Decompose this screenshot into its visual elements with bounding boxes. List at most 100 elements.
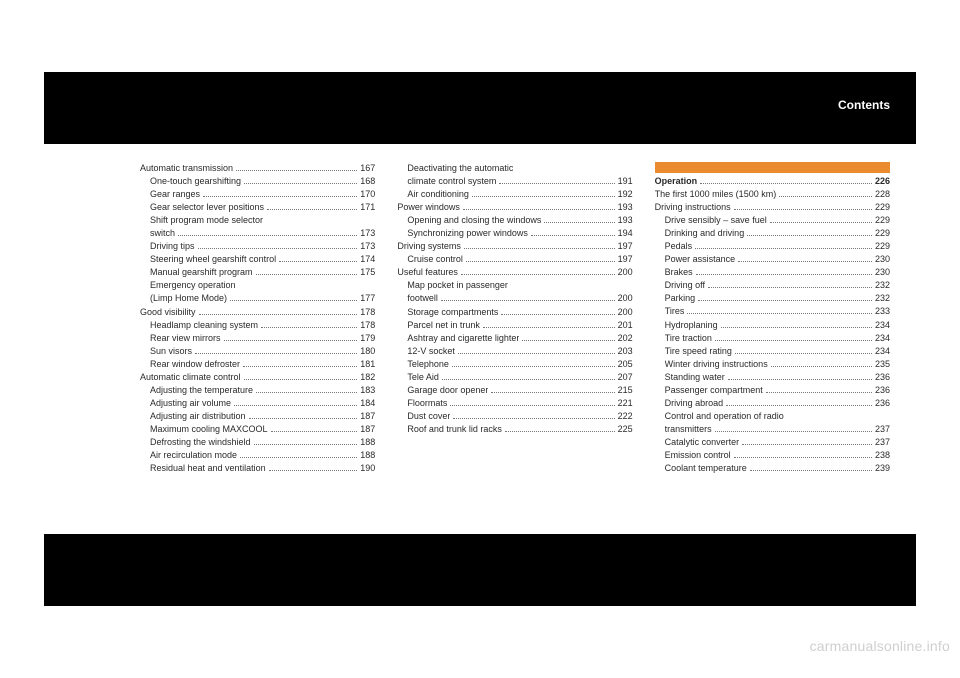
toc-label: Pedals [665, 240, 693, 253]
toc-dots [779, 196, 872, 197]
toc-row: Telephone 205 [397, 358, 632, 371]
toc-label: Telephone [407, 358, 449, 371]
toc-label: Tire traction [665, 332, 712, 345]
toc-row: Operation226 [655, 175, 890, 188]
toc-row: Floormats221 [397, 397, 632, 410]
toc-label: climate control system [407, 175, 496, 188]
toc-dots [747, 235, 872, 236]
toc-row: Brakes230 [655, 266, 890, 279]
toc-dots [234, 405, 357, 406]
toc-label: Standing water [665, 371, 725, 384]
toc-page: 222 [618, 410, 633, 423]
toc-label: Emission control [665, 449, 731, 462]
toc-label: Automatic climate control [140, 371, 241, 384]
toc-dots [203, 196, 357, 197]
toc-dots [224, 340, 358, 341]
toc-row: Garage door opener 215 [397, 384, 632, 397]
toc-page: 234 [875, 332, 890, 345]
header-title: Contents [838, 98, 890, 112]
toc-page: 187 [360, 410, 375, 423]
toc-row: Drive sensibly – save fuel229 [655, 214, 890, 227]
toc-dots [244, 379, 358, 380]
toc-dots [726, 405, 872, 406]
toc-row: Map pocket in passenger [397, 279, 632, 292]
toc-label: Residual heat and ventilation [150, 462, 266, 475]
toc-dots [770, 222, 872, 223]
toc-dots [695, 248, 872, 249]
toc-page: 228 [875, 188, 890, 201]
toc-page: 229 [875, 240, 890, 253]
toc-page: 237 [875, 436, 890, 449]
toc-page: 194 [618, 227, 633, 240]
toc-label: Parking [665, 292, 696, 305]
toc-label: Deactivating the automatic [407, 162, 513, 175]
toc-label: Defrosting the windshield [150, 436, 251, 449]
toc-page: 215 [618, 384, 633, 397]
toc-label: Garage door opener [407, 384, 488, 397]
toc-page: 230 [875, 253, 890, 266]
toc-page: 180 [360, 345, 375, 358]
toc-dots [472, 196, 615, 197]
toc-row: Power windows193 [397, 201, 632, 214]
toc-dots [195, 353, 357, 354]
toc-label: Parcel net in trunk [407, 319, 480, 332]
toc-row: Drinking and driving229 [655, 227, 890, 240]
toc-row: Standing water 236 [655, 371, 890, 384]
toc-label: Gear ranges [150, 188, 200, 201]
toc-label: Driving abroad [665, 397, 724, 410]
toc-dots [450, 405, 614, 406]
toc-row: Synchronizing power windows194 [397, 227, 632, 240]
toc-label: Coolant temperature [665, 462, 747, 475]
toc-label: One-touch gearshifting [150, 175, 241, 188]
toc-dots [279, 261, 357, 262]
toc-row: Gear selector lever positions171 [140, 201, 375, 214]
toc-row: Tele Aid207 [397, 371, 632, 384]
toc-page: 205 [618, 358, 633, 371]
toc-label: Sun visors [150, 345, 192, 358]
toc-row: Parcel net in trunk201 [397, 319, 632, 332]
toc-label: Driving systems [397, 240, 461, 253]
toc-row: Automatic climate control182 [140, 371, 375, 384]
toc-dots [738, 261, 872, 262]
toc-label: Adjusting the temperature [150, 384, 253, 397]
toc-dots [198, 248, 358, 249]
toc-page: 232 [875, 279, 890, 292]
toc-page: 229 [875, 201, 890, 214]
toc-label: Tire speed rating [665, 345, 732, 358]
toc-page: 197 [618, 240, 633, 253]
toc-page: 173 [360, 227, 375, 240]
toc-page: 239 [875, 462, 890, 475]
toc-dots [236, 170, 357, 171]
toc-dots [463, 209, 615, 210]
watermark: carmanualsonline.info [810, 638, 950, 654]
toc-column: Operation226The first 1000 miles (1500 k… [655, 162, 890, 516]
toc-label: Floormats [407, 397, 447, 410]
toc-page: 226 [875, 175, 890, 188]
toc-row: Emergency operation [140, 279, 375, 292]
toc-row: Opening and closing the windows193 [397, 214, 632, 227]
toc-page: 171 [360, 201, 375, 214]
toc-page: 181 [360, 358, 375, 371]
toc-page: 190 [360, 462, 375, 475]
toc-dots [466, 261, 615, 262]
toc-row: Air recirculation mode188 [140, 449, 375, 462]
toc-label: Drive sensibly – save fuel [665, 214, 767, 227]
toc-row: Parking232 [655, 292, 890, 305]
toc-page: 192 [618, 188, 633, 201]
toc-row: Tire traction 234 [655, 332, 890, 345]
toc-label: Control and operation of radio [665, 410, 784, 423]
toc-row: Useful features200 [397, 266, 632, 279]
toc-row: Air conditioning192 [397, 188, 632, 201]
toc-label: Manual gearshift program [150, 266, 253, 279]
toc-dots [267, 209, 357, 210]
toc-page: 236 [875, 371, 890, 384]
toc-dots [698, 300, 872, 301]
toc-row: Defrosting the windshield188 [140, 436, 375, 449]
toc-column: Automatic transmission167One-touch gears… [140, 162, 375, 516]
toc-row: Rear view mirrors179 [140, 332, 375, 345]
toc-dots [178, 235, 357, 236]
toc-row: Good visibility178 [140, 306, 375, 319]
toc-label: Emergency operation [150, 279, 236, 292]
toc-dots [271, 431, 358, 432]
toc-dots [199, 314, 358, 315]
